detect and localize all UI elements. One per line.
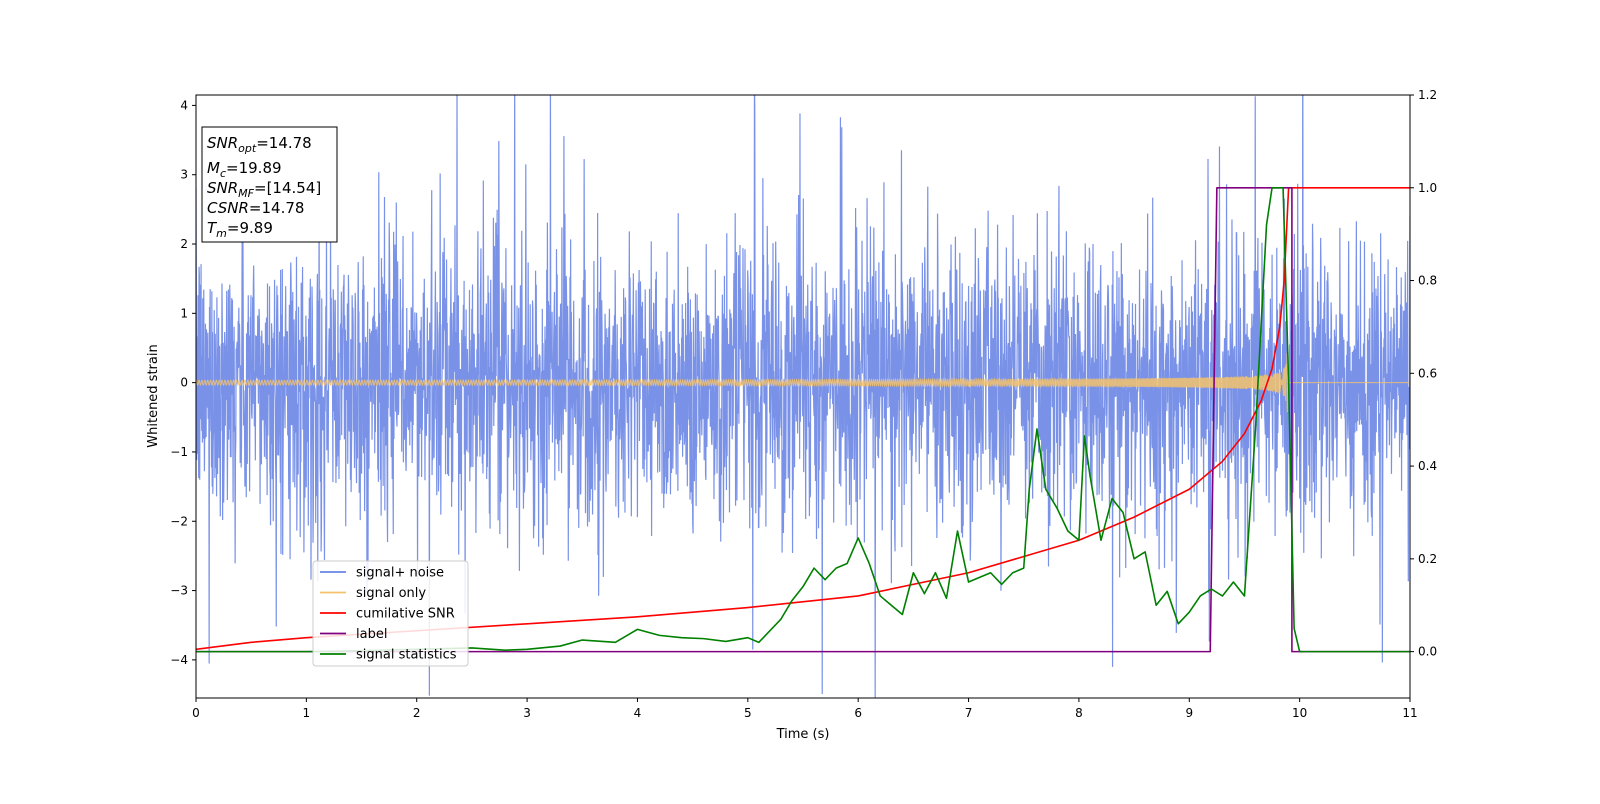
x-axis-label: Time (s) (776, 727, 830, 742)
series-signal-noise-layer (196, 95, 1410, 698)
y-left-tick-label: 2 (180, 237, 188, 251)
x-tick-label: 4 (634, 706, 642, 720)
legend: signal+ noise signal only cumilative SNR la… (312, 560, 469, 667)
y-axis-left: −4 −3 −2 −1 0 1 2 3 4 (170, 98, 196, 667)
info-mc-value: =19.89 (226, 159, 282, 177)
x-tick-label: 1 (303, 706, 311, 720)
legend-label: signal+ noise (356, 566, 444, 581)
x-tick-label: 5 (744, 706, 752, 720)
info-tm: Tm=9.89 (207, 219, 273, 240)
x-tick-label: 2 (413, 706, 421, 720)
legend-label: signal statistics (356, 648, 457, 663)
y-left-tick-label: −4 (170, 653, 188, 667)
info-csnr: CSNR=14.78 (207, 199, 304, 217)
x-tick-label: 9 (1185, 706, 1193, 720)
x-tick-label: 3 (523, 706, 531, 720)
x-tick-label: 10 (1292, 706, 1307, 720)
series-line-signal-only (196, 353, 1410, 413)
legend-label: cumilative SNR (356, 607, 455, 622)
series-line-signal-statistics (196, 186, 1410, 653)
y-axis-label-left: Whitened strain (146, 344, 161, 447)
info-snr-opt: SNRopt=14.78 (207, 134, 312, 155)
info-snr-opt-value: =14.78 (256, 134, 312, 152)
y-left-tick-label: 0 (180, 376, 188, 390)
y-left-tick-label: 4 (180, 98, 188, 112)
y-left-tick-label: −3 (170, 584, 188, 598)
legend-frame (312, 560, 469, 667)
x-axis: 0 1 2 3 4 5 6 7 8 9 10 11 (192, 698, 1418, 720)
x-tick-label: 11 (1402, 706, 1417, 720)
y-left-tick-label: −2 (170, 514, 188, 528)
x-tick-label: 8 (1075, 706, 1083, 720)
y-left-tick-label: 1 (180, 306, 188, 320)
x-tick-label: 7 (965, 706, 973, 720)
info-mc: Mc=19.89 (207, 159, 282, 180)
y-right-tick-label: 0.2 (1418, 552, 1437, 566)
info-snr-mf: SNRMF=[14.54] (207, 179, 321, 200)
plot-frame (195, 94, 1411, 699)
x-tick-label: 6 (854, 706, 862, 720)
y-right-tick-label: 1.2 (1418, 88, 1437, 102)
info-snr-mf-value: =[14.54] (254, 179, 321, 197)
y-left-tick-label: 3 (180, 168, 188, 182)
y-left-tick-label: −1 (170, 445, 188, 459)
series-signal-only-layer (196, 353, 1410, 413)
info-tm-value: =9.89 (227, 219, 273, 237)
y-right-tick-label: 0.4 (1418, 459, 1437, 473)
y-right-tick-label: 0.6 (1418, 366, 1437, 380)
x-tick-label: 0 (192, 706, 200, 720)
legend-label: signal only (356, 586, 426, 601)
series-line-signal-noise (196, 95, 1410, 698)
y-right-tick-label: 1.0 (1418, 181, 1437, 195)
info-csnr-value: =14.78 (249, 199, 305, 217)
y-axis-right: 0.0 0.2 0.4 0.6 0.8 1.0 1.2 (1410, 88, 1437, 659)
legend-label: label (356, 627, 387, 642)
y-right-tick-label: 0.0 (1418, 645, 1437, 659)
info-box-frame (201, 126, 338, 243)
info-box: SNRopt=14.78 Mc=19.89 SNRMF=[14.54] CSNR… (201, 126, 338, 243)
y-right-tick-label: 0.8 (1418, 274, 1437, 288)
